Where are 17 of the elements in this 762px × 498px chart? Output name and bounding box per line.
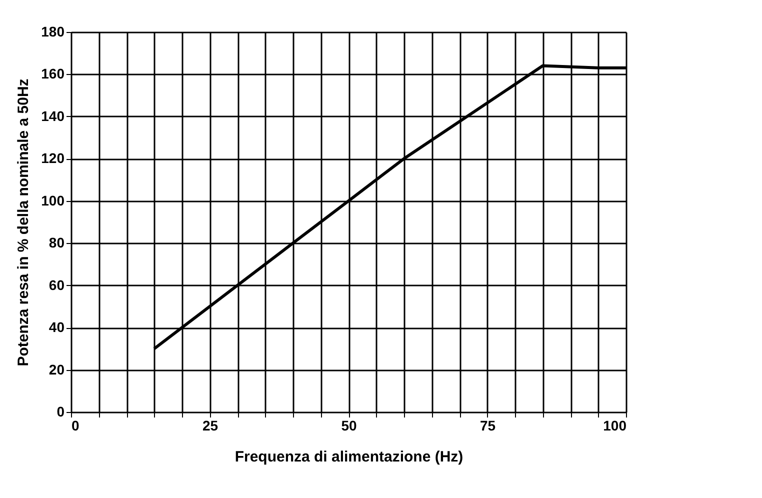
- y-tick-label: 160: [41, 66, 65, 82]
- y-tick-label: 100: [41, 192, 65, 208]
- x-tick-label: 0: [72, 418, 80, 434]
- x-tick-label: 50: [341, 418, 357, 434]
- y-tick-label: 140: [41, 108, 65, 124]
- y-tick-label: 180: [41, 24, 65, 40]
- y-tick-label: 20: [48, 361, 65, 378]
- y-tick-label: 0: [56, 404, 65, 420]
- x-tick-label: 100: [603, 418, 627, 434]
- y-tick-label: 40: [48, 319, 65, 336]
- y-tick-label: 80: [48, 234, 65, 251]
- y-tick-label: 120: [41, 150, 65, 166]
- x-tick-label: 25: [202, 418, 218, 434]
- y-axis-title: Potenza resa in % della nominale a 50Hz: [15, 78, 32, 366]
- x-axis-title: Frequenza di alimentazione (Hz): [234, 448, 464, 466]
- x-tick-label: 75: [480, 418, 496, 434]
- y-tick-label: 60: [48, 276, 65, 293]
